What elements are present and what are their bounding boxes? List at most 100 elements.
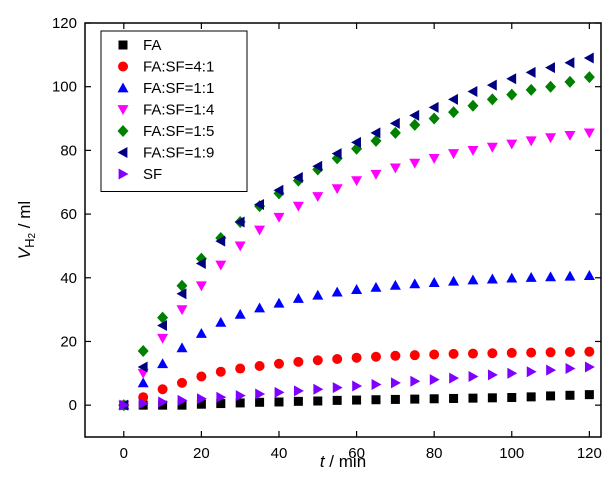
data-point bbox=[293, 356, 304, 367]
data-point bbox=[137, 361, 148, 373]
data-point bbox=[157, 311, 169, 324]
data-point bbox=[332, 395, 342, 405]
data-point bbox=[195, 257, 206, 269]
data-point bbox=[564, 270, 576, 281]
data-point bbox=[546, 391, 556, 401]
data-point bbox=[293, 385, 304, 397]
series-2 bbox=[118, 270, 595, 410]
data-point bbox=[137, 377, 149, 388]
data-point bbox=[564, 57, 575, 69]
data-point bbox=[526, 347, 537, 358]
data-point bbox=[119, 399, 130, 411]
data-point bbox=[176, 305, 188, 316]
data-point bbox=[274, 397, 284, 407]
data-point bbox=[545, 62, 555, 74]
data-point bbox=[158, 400, 168, 410]
data-point bbox=[177, 394, 188, 406]
data-point bbox=[177, 400, 187, 410]
legend-marker bbox=[118, 61, 128, 72]
data-point bbox=[468, 370, 479, 382]
data-point bbox=[448, 348, 459, 359]
data-point bbox=[564, 131, 576, 141]
data-point bbox=[526, 366, 537, 378]
data-point bbox=[254, 225, 266, 236]
data-point bbox=[370, 134, 382, 147]
data-point bbox=[389, 163, 401, 174]
legend-marker bbox=[117, 147, 128, 158]
y-axis-unit: ml bbox=[15, 201, 34, 219]
data-point bbox=[448, 106, 460, 119]
data-point bbox=[157, 384, 168, 395]
x-tick-label: 60 bbox=[348, 445, 365, 462]
data-point bbox=[583, 71, 595, 84]
y-tick-label: 100 bbox=[52, 79, 77, 96]
data-point bbox=[352, 395, 362, 405]
data-point bbox=[390, 350, 401, 361]
legend-marker bbox=[117, 105, 129, 115]
x-tick-label: 0 bbox=[120, 445, 128, 462]
data-point bbox=[195, 281, 207, 292]
data-point bbox=[584, 346, 595, 357]
data-point bbox=[506, 272, 518, 283]
data-point bbox=[351, 136, 361, 148]
data-point bbox=[486, 93, 498, 106]
data-point bbox=[216, 391, 227, 403]
y-axis-sep: / bbox=[15, 219, 34, 233]
series-0 bbox=[119, 390, 594, 410]
data-point bbox=[448, 149, 460, 160]
x-axis-unit: min bbox=[339, 452, 366, 471]
data-point bbox=[467, 99, 479, 112]
data-point bbox=[428, 101, 439, 113]
data-point bbox=[389, 126, 401, 139]
data-point bbox=[545, 347, 556, 358]
y-tick-label: 20 bbox=[60, 333, 77, 350]
data-point bbox=[449, 393, 459, 403]
legend-marker bbox=[118, 168, 129, 180]
data-point bbox=[565, 363, 576, 375]
data-point bbox=[467, 348, 478, 359]
data-point bbox=[331, 286, 343, 297]
x-axis-label: t / min bbox=[320, 452, 366, 471]
data-point bbox=[428, 153, 440, 164]
data-point bbox=[196, 393, 207, 405]
data-point bbox=[273, 358, 284, 369]
data-point bbox=[370, 281, 382, 292]
data-point bbox=[352, 380, 363, 392]
legend-label: FA:SF=1:9 bbox=[143, 145, 214, 162]
data-point bbox=[507, 393, 517, 403]
data-point bbox=[390, 394, 400, 404]
legend-marker bbox=[118, 40, 128, 50]
y-axis-sub: H bbox=[22, 238, 37, 247]
data-point bbox=[429, 374, 440, 386]
data-point bbox=[216, 399, 226, 409]
data-point bbox=[487, 369, 498, 381]
legend: FA FA:SF=4:1 FA:SF=1:1 FA:SF=1:4 FA:SF=1:5 FA… bbox=[100, 30, 248, 192]
data-point bbox=[507, 367, 518, 379]
data-point bbox=[293, 396, 303, 406]
data-point bbox=[448, 93, 458, 105]
data-point bbox=[254, 360, 265, 371]
data-point bbox=[506, 139, 518, 150]
data-point bbox=[584, 361, 595, 373]
data-point bbox=[389, 279, 401, 290]
data-point bbox=[312, 355, 323, 366]
data-point bbox=[525, 136, 537, 147]
x-tick-label: 100 bbox=[499, 445, 524, 462]
data-point bbox=[255, 388, 266, 400]
data-point bbox=[409, 118, 421, 131]
data-point bbox=[158, 396, 169, 408]
series-6 bbox=[119, 361, 595, 411]
data-point bbox=[351, 176, 363, 187]
data-point bbox=[196, 371, 207, 382]
data-point bbox=[351, 284, 363, 294]
data-point bbox=[565, 390, 575, 400]
data-point bbox=[273, 184, 284, 196]
data-point bbox=[486, 273, 498, 284]
data-point bbox=[564, 75, 576, 88]
data-point bbox=[467, 145, 479, 156]
data-point bbox=[157, 333, 169, 344]
y-axis-subsub: 2 bbox=[27, 232, 38, 238]
data-point bbox=[312, 289, 324, 300]
data-point bbox=[525, 66, 536, 78]
series-1 bbox=[118, 346, 595, 411]
